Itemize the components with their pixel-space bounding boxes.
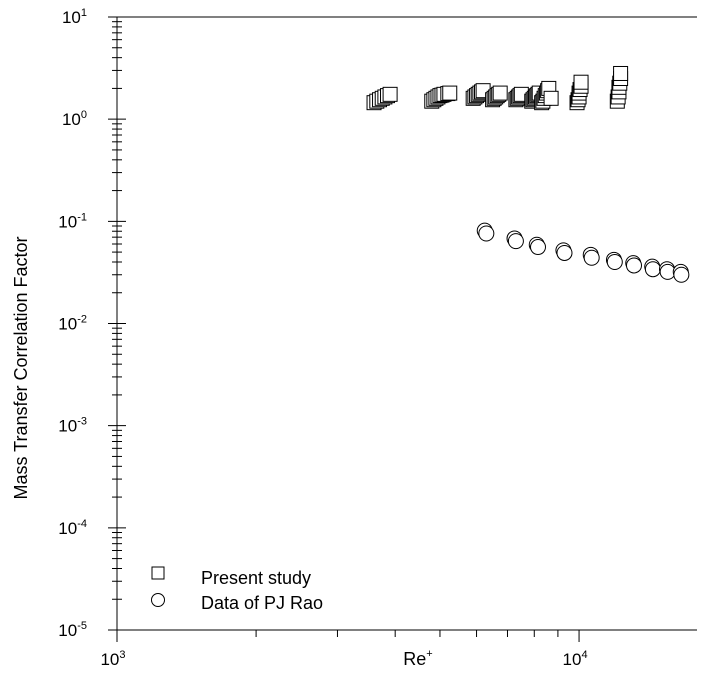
square-marker bbox=[442, 85, 458, 101]
y-tick-label-base: 10 bbox=[62, 110, 81, 129]
y-tick-label: 101 bbox=[62, 7, 87, 27]
axes bbox=[116, 16, 697, 631]
circle-marker bbox=[507, 233, 524, 250]
circle-marker bbox=[530, 239, 547, 256]
circle-marker bbox=[478, 225, 495, 242]
circle-marker bbox=[644, 261, 661, 278]
y-tick-label: 10-5 bbox=[58, 620, 87, 640]
y-tick-label-exponent: -2 bbox=[77, 314, 87, 326]
circle-marker bbox=[556, 244, 573, 261]
square-marker bbox=[573, 74, 589, 90]
x-tick-label-base: 10 bbox=[563, 650, 582, 669]
x-axis-tick-labels: 103 104 bbox=[100, 649, 587, 669]
y-tick-label-base: 10 bbox=[58, 519, 77, 538]
y-tick-label-exponent: -3 bbox=[77, 416, 87, 428]
y-tick-label-base: 10 bbox=[58, 315, 77, 334]
y-tick-label-base: 10 bbox=[62, 8, 81, 27]
y-tick-label-exponent: -5 bbox=[77, 620, 87, 632]
y-tick-label: 100 bbox=[62, 109, 87, 129]
x-axis-title-base: Re bbox=[403, 649, 426, 669]
circle-marker bbox=[673, 266, 690, 283]
square-marker bbox=[613, 65, 629, 81]
legend-circle-marker bbox=[151, 593, 165, 607]
y-tick-label-base: 10 bbox=[58, 417, 77, 436]
y-tick-label-exponent: -4 bbox=[77, 518, 87, 530]
y-tick-label-base: 10 bbox=[58, 621, 77, 640]
series-pj-rao bbox=[476, 222, 690, 283]
square-marker bbox=[543, 90, 559, 106]
y-tick-label-exponent: -1 bbox=[77, 211, 87, 223]
legend-label-pj-rao: Data of PJ Rao bbox=[201, 593, 323, 613]
x-tick-label-exponent: 3 bbox=[119, 649, 125, 661]
y-tick-label: 10-1 bbox=[58, 211, 87, 231]
y-tick-label-exponent: 0 bbox=[81, 109, 87, 121]
legend-square-marker bbox=[151, 566, 165, 580]
y-axis-title: Mass Transfer Correlation Factor bbox=[11, 236, 31, 499]
x-axis-ticks bbox=[116, 630, 580, 642]
y-tick-label: 10-3 bbox=[58, 416, 87, 436]
x-tick-label-base: 10 bbox=[100, 650, 119, 669]
y-tick-label-exponent: 1 bbox=[81, 7, 87, 19]
y-tick-label: 10-4 bbox=[58, 518, 87, 538]
legend-label-present-study: Present study bbox=[201, 568, 311, 588]
y-axis-ticks bbox=[108, 16, 126, 631]
data-points bbox=[366, 65, 690, 283]
circle-marker bbox=[606, 253, 623, 270]
y-tick-label-base: 10 bbox=[58, 212, 77, 231]
x-axis-title: Re+ bbox=[403, 648, 432, 669]
circle-marker bbox=[626, 257, 643, 274]
series-present-study bbox=[366, 65, 629, 111]
square-marker bbox=[492, 85, 508, 101]
x-tick-label: 104 bbox=[563, 649, 588, 669]
circle-marker bbox=[583, 249, 600, 266]
square-marker bbox=[382, 86, 398, 102]
y-tick-label: 10-2 bbox=[58, 314, 87, 334]
x-tick-label: 103 bbox=[100, 649, 125, 669]
x-axis-title-superscript: + bbox=[426, 648, 432, 660]
legend: Present study Data of PJ Rao bbox=[151, 566, 323, 613]
x-tick-label-exponent: 4 bbox=[581, 649, 587, 661]
